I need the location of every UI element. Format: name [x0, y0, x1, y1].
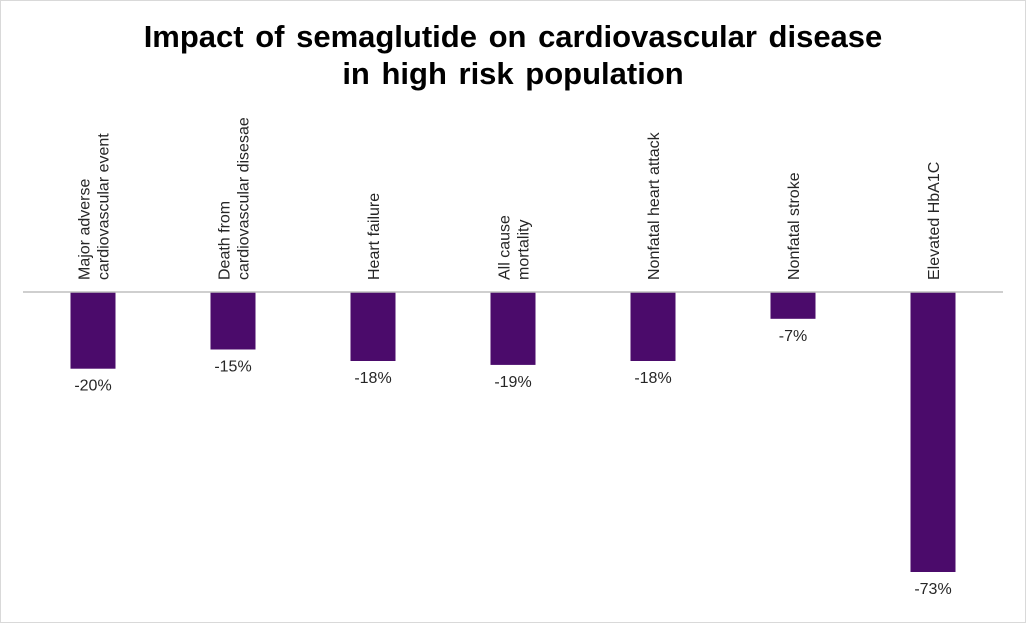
labels-layer: -20% Major adverse cardiovascular event -15…: [74, 117, 951, 598]
chart-title-line-1: Impact of semaglutide on cardiovascular …: [143, 19, 883, 54]
bar: [490, 292, 536, 365]
data-label: -7%: [779, 328, 807, 345]
chart-title: Impact of semaglutide on cardiovascular …: [0, 18, 1026, 92]
bar: [350, 292, 396, 361]
bar: [630, 292, 676, 361]
data-label: -20%: [74, 378, 111, 395]
category-label-line: All cause: [497, 215, 514, 280]
bar: [770, 292, 816, 319]
data-label: -73%: [914, 581, 951, 598]
category-label: Nonfatal heart attack: [646, 131, 663, 280]
bar: [210, 292, 256, 350]
category-label-line: mortality: [516, 220, 533, 280]
category-label: Major adverse cardiovascular event: [77, 133, 113, 280]
category-label-line: Death from: [217, 201, 234, 280]
bar: [910, 292, 956, 572]
category-label-line: cardiovascular disesae: [236, 117, 253, 280]
category-label: All cause mortality: [497, 215, 533, 280]
category-label-line: cardiovascular event: [96, 133, 113, 280]
category-label-line: Nonfatal stroke: [786, 172, 803, 280]
data-label: -18%: [634, 370, 671, 387]
bar: [70, 292, 116, 369]
category-label-line: Heart failure: [366, 193, 383, 280]
data-label: -19%: [494, 374, 531, 391]
category-label-line: Major adverse: [77, 179, 94, 280]
data-label: -18%: [354, 370, 391, 387]
chart-title-line-2: in high risk population: [342, 56, 684, 91]
data-label: -15%: [214, 359, 251, 376]
category-label-line: Elevated HbA1C: [926, 162, 943, 280]
category-label: Nonfatal stroke: [786, 172, 803, 280]
category-label-line: Nonfatal heart attack: [646, 131, 663, 280]
category-label: Elevated HbA1C: [926, 162, 943, 280]
category-label: Death from cardiovascular disesae: [217, 117, 253, 280]
category-label: Heart failure: [366, 193, 383, 280]
bars-layer: [70, 292, 956, 572]
